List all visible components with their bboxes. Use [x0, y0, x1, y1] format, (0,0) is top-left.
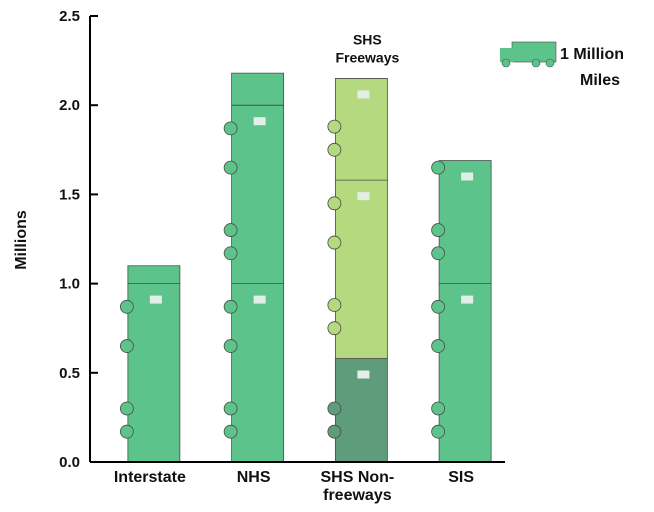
- wheel-icon: [327, 321, 342, 336]
- y-tick-label: 1.5: [59, 186, 80, 203]
- truck-window: [149, 295, 162, 304]
- y-tick-label: 2.5: [59, 8, 80, 25]
- truck-window: [461, 295, 474, 304]
- wheel-icon: [223, 223, 238, 237]
- legend-wheel-icon: [501, 58, 511, 68]
- truck-icon: [334, 78, 388, 181]
- y-tick-label: 2.0: [59, 97, 80, 114]
- bar-stack: [223, 72, 285, 463]
- legend-truck-cab: [500, 48, 514, 62]
- wheel-icon: [431, 299, 446, 314]
- truck-icon: [127, 265, 181, 284]
- wheel-icon: [327, 142, 342, 157]
- bar-stack: [327, 78, 388, 463]
- wheel-icon: [119, 424, 134, 439]
- wheel-icon: [223, 246, 238, 261]
- bar-annotation: Freeways: [335, 49, 399, 65]
- truck-icon: [438, 283, 492, 463]
- y-tick-label: 0.5: [59, 365, 80, 382]
- wheel-icon: [223, 299, 238, 314]
- y-axis-label: Millions: [13, 210, 30, 270]
- wheel-icon: [327, 235, 342, 250]
- wheel-icon: [431, 401, 446, 416]
- truck-icon: [231, 283, 285, 463]
- wheel-icon: [119, 401, 134, 416]
- wheel-icon: [223, 339, 238, 353]
- wheel-icon: [431, 223, 446, 237]
- legend-label: Miles: [580, 72, 620, 89]
- truck-window: [253, 295, 266, 304]
- truck-icon: [231, 104, 285, 284]
- category-label: SIS: [448, 469, 474, 486]
- wheel-icon: [119, 299, 134, 314]
- wheel-icon: [327, 401, 342, 416]
- category-label: freeways: [323, 487, 392, 504]
- bar-stack: [431, 160, 492, 463]
- truck-window: [357, 192, 370, 201]
- wheel-icon: [431, 160, 446, 175]
- wheel-icon: [431, 246, 446, 261]
- truck-window: [253, 117, 266, 126]
- bar-annotation: SHS: [353, 31, 382, 47]
- legend-wheel-icon: [531, 58, 541, 68]
- legend-label: 1 Million: [560, 46, 624, 63]
- category-label: NHS: [237, 469, 271, 486]
- category-label: Interstate: [114, 469, 186, 486]
- bar-stack: [119, 265, 181, 463]
- wheel-icon: [431, 339, 446, 353]
- y-tick-label: 1.0: [59, 276, 80, 293]
- wheel-icon: [223, 401, 238, 416]
- truck-window: [357, 370, 370, 379]
- wheel-icon: [119, 339, 134, 353]
- truck-icon: [127, 283, 181, 463]
- truck-window: [357, 90, 370, 99]
- wheel-icon: [327, 424, 342, 439]
- truck-icon: [231, 72, 285, 106]
- wheel-icon: [327, 196, 342, 211]
- truck-icon: [438, 160, 492, 284]
- wheel-icon: [431, 424, 446, 439]
- wheel-icon: [223, 160, 238, 175]
- wheel-icon: [223, 424, 238, 439]
- wheel-icon: [327, 119, 342, 134]
- wheel-icon: [223, 121, 238, 136]
- truck-window: [461, 172, 474, 181]
- category-label: SHS Non-: [320, 469, 394, 486]
- y-tick-label: 0.0: [59, 454, 80, 471]
- legend-wheel-icon: [545, 58, 555, 68]
- truck-icon: [334, 179, 388, 359]
- wheel-icon: [327, 298, 342, 312]
- legend: 1 Million Miles: [500, 41, 624, 89]
